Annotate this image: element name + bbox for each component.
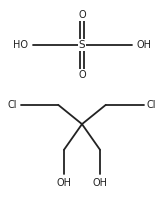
- Text: Cl: Cl: [8, 100, 17, 110]
- Text: O: O: [78, 10, 86, 20]
- Text: OH: OH: [136, 40, 151, 50]
- Text: O: O: [78, 70, 86, 80]
- Text: S: S: [79, 40, 85, 50]
- Text: HO: HO: [13, 40, 28, 50]
- Text: OH: OH: [56, 178, 72, 188]
- Text: Cl: Cl: [147, 100, 156, 110]
- Text: OH: OH: [92, 178, 108, 188]
